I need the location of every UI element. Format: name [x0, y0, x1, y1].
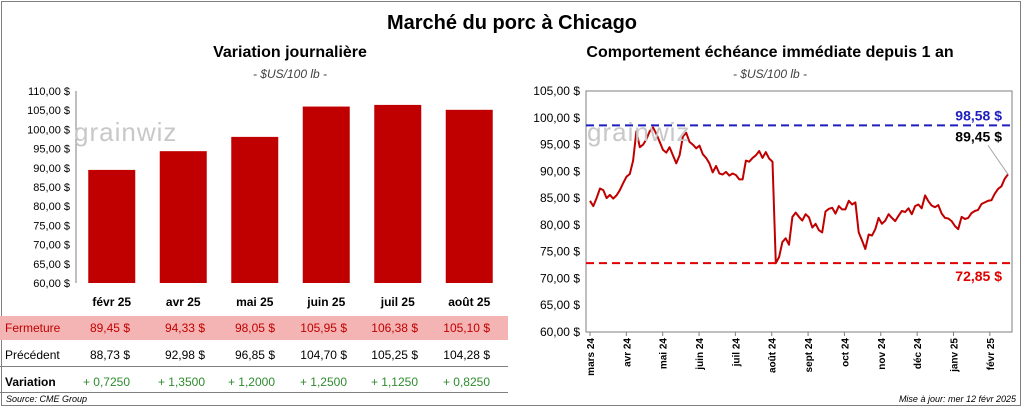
left-chart-title: Variation journalière [213, 44, 367, 61]
low-value-label: 72,85 $ [955, 268, 1002, 284]
bar-y-tick-label: 90,00 $ [33, 163, 70, 175]
variation-row-label: Variation [5, 375, 56, 389]
close-row: Fermeture 89,45 $ 94,33 $ 98,05 $ 105,95… [0, 316, 508, 340]
close-cell: 105,10 $ [443, 321, 490, 335]
previous-cell: 104,70 $ [300, 348, 347, 362]
watermark-right: grainwiz [587, 117, 691, 147]
watermark-left: grainwiz [74, 117, 178, 147]
bar-y-tick-label: 95,00 $ [33, 144, 70, 156]
bar-y-tick-label: 60,00 $ [33, 278, 70, 290]
line-plot-area [585, 90, 1013, 333]
left-chart-unit: - $US/100 lb - [252, 67, 328, 81]
bar-x-tick-label: août 25 [448, 295, 490, 309]
variation-cell: + 1,2000 [227, 375, 275, 389]
bar-y-tick-label: 105,00 $ [27, 105, 70, 117]
line-y-tick-label: 85,00 $ [540, 191, 580, 205]
update-note: Mise à jour: mer 12 févr 2025 [898, 394, 1016, 404]
line-x-tick-label: nov 24 [877, 338, 888, 370]
line-y-tick-label: 75,00 $ [540, 245, 580, 259]
bar-x-tick-label: avr 25 [166, 295, 201, 309]
line-x-tick-label: avr 24 [622, 338, 633, 367]
line-x-tick-label: juin 24 [695, 338, 706, 371]
bar-x-tick-label: févr 25 [92, 295, 131, 309]
previous-cell: 88,73 $ [89, 348, 130, 362]
line-y-tick-label: 80,00 $ [540, 218, 580, 232]
right-chart-title: Comportement échéance immédiate depuis 1… [586, 44, 954, 61]
variation-cell: + 1,2500 [299, 375, 347, 389]
line-y-tick-label: 65,00 $ [540, 298, 580, 312]
bar-y-tick-label: 80,00 $ [33, 201, 70, 213]
bar [159, 151, 207, 283]
previous-row-label: Précédent [5, 348, 60, 362]
last-value-label: 89,45 $ [955, 128, 1002, 144]
line-y-tick-label: 95,00 $ [540, 138, 580, 152]
close-cell: 94,33 $ [164, 321, 205, 335]
close-cell: 98,05 $ [234, 321, 275, 335]
last-value-leader [987, 145, 1009, 175]
bar [302, 106, 350, 283]
bar-y-tick-label: 70,00 $ [33, 240, 70, 252]
bar-x-tick-label: mai 25 [236, 295, 274, 309]
previous-cell: 104,28 $ [443, 348, 490, 362]
table-divider [0, 366, 508, 367]
table-divider [0, 392, 508, 393]
line-y-tick-label: 100,00 $ [533, 111, 580, 125]
previous-cell: 92,98 $ [164, 348, 205, 362]
bar-y-tick-label: 110,00 $ [28, 86, 70, 98]
bar [88, 169, 136, 283]
close-cell: 105,95 $ [300, 321, 347, 335]
variation-cell: + 1,3500 [157, 375, 205, 389]
close-row-label: Fermeture [5, 321, 61, 335]
line-x-tick-label: déc 24 [913, 338, 924, 370]
bar [231, 136, 279, 283]
bar [445, 109, 493, 283]
line-y-tick-label: 105,00 $ [533, 84, 580, 98]
previous-cell: 96,85 $ [234, 348, 275, 362]
bar-x-tick-label: juin 25 [306, 295, 345, 309]
line-y-tick-label: 60,00 $ [540, 325, 580, 339]
variation-cell: + 0,8250 [442, 375, 490, 389]
line-x-tick-label: févr 25 [986, 338, 997, 371]
high-value-label: 98,58 $ [955, 107, 1002, 123]
line-x-tick-label: août 24 [768, 338, 779, 373]
bar-y-tick-label: 65,00 $ [33, 259, 70, 271]
line-y-tick-label: 90,00 $ [540, 164, 580, 178]
bar-y-tick-label: 75,00 $ [33, 220, 70, 232]
previous-cell: 105,25 $ [371, 348, 418, 362]
source-note: Source: CME Group [6, 394, 88, 404]
variation-cell: + 1,1250 [370, 375, 418, 389]
line-x-tick-label: mars 24 [586, 338, 597, 376]
close-cell: 89,45 $ [89, 321, 130, 335]
line-x-tick-label: oct 24 [840, 338, 851, 367]
bar-y-tick-label: 85,00 $ [33, 182, 70, 194]
price-line [589, 126, 1009, 265]
line-x-tick-label: janv 25 [949, 338, 960, 373]
line-x-tick-label: mai 24 [659, 338, 670, 370]
line-x-tick-label: juil 24 [731, 338, 742, 368]
bar-x-tick-label: juil 25 [380, 295, 415, 309]
right-chart-unit: - $US/100 lb - [732, 67, 808, 81]
page-title: Marché du porc à Chicago [386, 12, 638, 34]
line-x-tick-label: sept 24 [804, 338, 815, 373]
bar [374, 104, 422, 283]
variation-cell: + 0,7250 [82, 375, 130, 389]
line-y-tick-label: 70,00 $ [540, 271, 580, 285]
variation-row: Variation + 0,7250 + 1,3500 + 1,2000 + 1… [0, 370, 508, 394]
close-cell: 106,38 $ [371, 321, 418, 335]
previous-row: Précédent 88,73 $ 92,98 $ 96,85 $ 104,70… [0, 343, 508, 367]
bar-y-tick-label: 100,00 $ [27, 124, 70, 136]
